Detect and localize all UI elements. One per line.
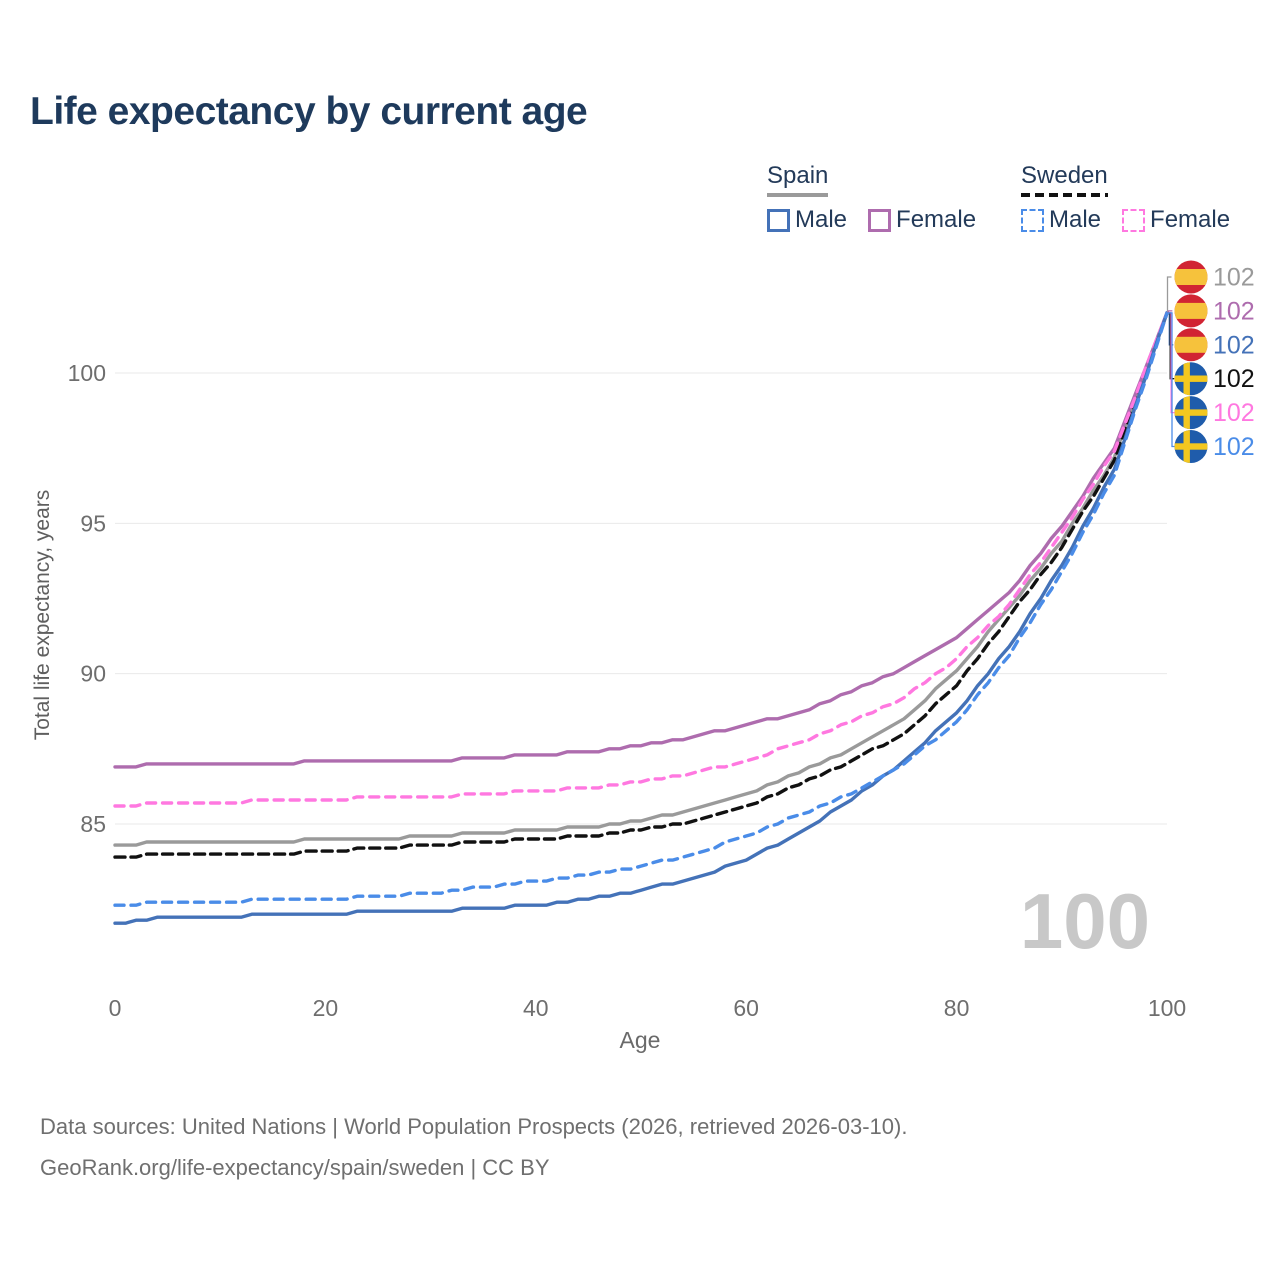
label-connector-sweden-female — [1167, 312, 1176, 414]
legend-item-spain-male[interactable]: Male — [767, 206, 847, 234]
footer-data-sources: Data sources: United Nations | World Pop… — [40, 1114, 908, 1139]
end-value-label-spain-both: 102 — [1213, 264, 1255, 292]
spain-female-swatch-icon — [868, 208, 892, 232]
age-counter-watermark: 100 — [1019, 877, 1150, 965]
x-tick-label: 80 — [944, 995, 970, 1021]
end-value-label-sweden-male: 102 — [1213, 433, 1255, 461]
footer-attribution-link[interactable]: GeoRank.org/life-expectancy/spain/sweden… — [40, 1155, 550, 1180]
sweden-male-swatch-icon — [1021, 208, 1044, 232]
legend-item-label: Male — [795, 206, 848, 233]
x-tick-label: 0 — [109, 995, 122, 1021]
x-tick-label: 40 — [523, 995, 549, 1021]
end-value-label-sweden-both: 102 — [1213, 365, 1255, 393]
x-tick-label: 20 — [313, 995, 339, 1021]
series-line-spain-male[interactable] — [113, 311, 1169, 925]
legend-item-sweden-female[interactable]: Female — [1122, 206, 1230, 234]
spain-flag-icon — [1174, 260, 1208, 294]
y-tick-label: 85 — [80, 811, 106, 837]
series-line-spain-female[interactable] — [113, 311, 1169, 769]
spain-male-swatch-icon — [767, 208, 790, 232]
sweden-flag-icon — [1174, 430, 1208, 463]
series-line-spain-both[interactable] — [113, 311, 1169, 847]
legend-group-spain: Spain Male Female — [767, 162, 976, 234]
legend-spain-underline — [767, 193, 829, 197]
y-tick-label: 95 — [80, 510, 106, 536]
footer: Data sources: United Nations | World Pop… — [40, 1106, 907, 1188]
y-tick-label: 100 — [68, 360, 106, 386]
end-value-label-spain-male: 102 — [1213, 331, 1255, 359]
legend-item-label: Male — [1049, 206, 1102, 233]
sweden-flag-icon — [1174, 396, 1208, 430]
spain-flag-icon — [1174, 328, 1208, 362]
series-line-sweden-female[interactable] — [113, 311, 1169, 808]
legend-sweden-underline — [1021, 193, 1108, 197]
end-value-label-sweden-female: 102 — [1213, 399, 1255, 427]
y-tick-label: 90 — [80, 661, 106, 687]
legend-item-label: Female — [1150, 206, 1231, 233]
legend-item-sweden-male[interactable]: Male — [1021, 206, 1101, 234]
x-axis-title: Age — [619, 1027, 661, 1053]
legend-spain-label[interactable]: Spain — [767, 162, 829, 189]
legend-item-spain-female[interactable]: Female — [868, 206, 976, 234]
legend-item-label: Female — [896, 206, 977, 233]
x-tick-label: 60 — [733, 995, 759, 1021]
sweden-flag-icon — [1174, 362, 1208, 396]
legend-group-sweden: Sweden Male Female — [1021, 162, 1230, 234]
legend-sweden-label[interactable]: Sweden — [1021, 162, 1108, 189]
series-line-sweden-both[interactable] — [113, 311, 1169, 859]
page-title: Life expectancy by current age — [30, 90, 588, 133]
label-connector-spain-both — [1166, 276, 1172, 314]
spain-flag-icon — [1174, 294, 1208, 328]
series-line-sweden-male[interactable] — [113, 311, 1169, 907]
end-value-label-spain-female: 102 — [1213, 297, 1255, 325]
x-tick-label: 100 — [1148, 995, 1186, 1021]
label-connector-sweden-male — [1167, 312, 1176, 448]
sweden-female-swatch-icon — [1122, 208, 1146, 232]
